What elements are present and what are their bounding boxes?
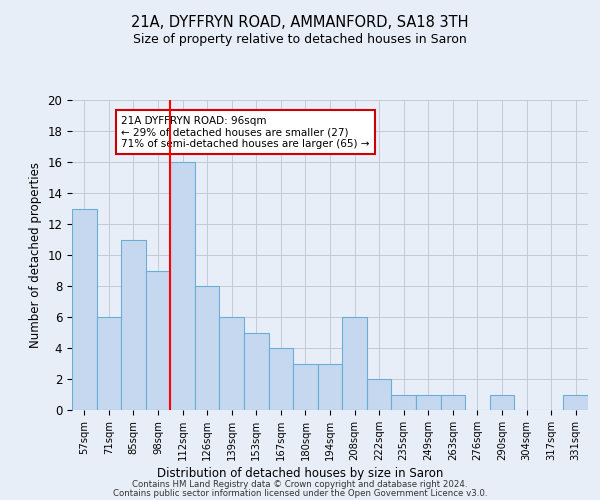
Text: Size of property relative to detached houses in Saron: Size of property relative to detached ho… [133, 32, 467, 46]
Bar [391, 394, 416, 410]
Bar [170, 162, 195, 410]
Text: 21A, DYFFRYN ROAD, AMMANFORD, SA18 3TH: 21A, DYFFRYN ROAD, AMMANFORD, SA18 3TH [131, 15, 469, 30]
Text: Contains HM Land Registry data © Crown copyright and database right 2024.: Contains HM Land Registry data © Crown c… [132, 480, 468, 489]
Bar [97, 317, 121, 410]
Bar [318, 364, 342, 410]
Bar [416, 394, 440, 410]
Bar [220, 317, 244, 410]
Bar [490, 394, 514, 410]
Text: Contains public sector information licensed under the Open Government Licence v3: Contains public sector information licen… [113, 488, 487, 498]
Bar [440, 394, 465, 410]
Bar [367, 379, 391, 410]
Bar [293, 364, 318, 410]
Text: Distribution of detached houses by size in Saron: Distribution of detached houses by size … [157, 467, 443, 480]
Bar [146, 270, 170, 410]
Y-axis label: Number of detached properties: Number of detached properties [29, 162, 42, 348]
Bar [72, 208, 97, 410]
Bar [342, 317, 367, 410]
Text: 21A DYFFRYN ROAD: 96sqm
← 29% of detached houses are smaller (27)
71% of semi-de: 21A DYFFRYN ROAD: 96sqm ← 29% of detache… [121, 116, 370, 148]
Bar [244, 332, 269, 410]
Bar [121, 240, 146, 410]
Bar [563, 394, 588, 410]
Bar [195, 286, 220, 410]
Bar [269, 348, 293, 410]
